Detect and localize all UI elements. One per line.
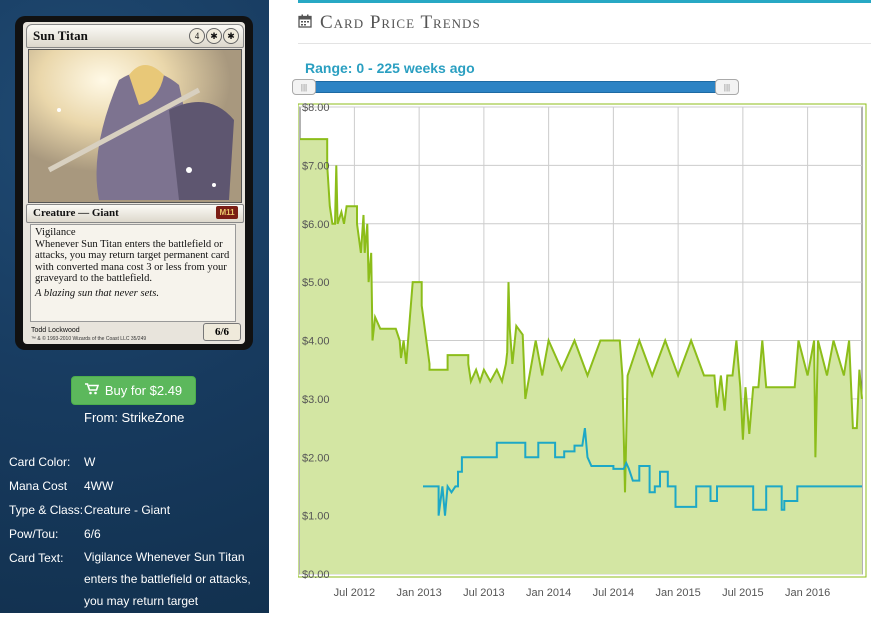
y-tick-label: $6.00 — [302, 219, 330, 231]
card-title-bar: Sun Titan 4 ✱ ✱ — [26, 24, 244, 48]
mana-symbol-generic: 4 — [189, 28, 205, 44]
info-key: Mana Cost — [9, 479, 68, 493]
info-key: Type & Class: — [9, 503, 84, 517]
x-tick-label: Jul 2015 — [722, 587, 764, 599]
y-tick-label: $2.00 — [302, 452, 330, 464]
card-sidebar: Sun Titan 4 ✱ ✱ — [0, 0, 269, 613]
info-row-color: Card Color: W — [9, 455, 264, 469]
price-line-blue — [423, 427, 862, 516]
calendar-icon — [298, 14, 312, 33]
card-image: Sun Titan 4 ✱ ✱ — [15, 16, 253, 350]
card-artwork — [28, 49, 242, 203]
x-tick-label: Jul 2012 — [334, 587, 376, 599]
range-slider-track[interactable] — [300, 81, 736, 93]
card-artist: Todd Lockwood — [31, 327, 80, 334]
y-tick-label: $7.00 — [302, 160, 330, 172]
y-tick-label: $8.00 — [302, 102, 330, 114]
info-key: Card Color: — [9, 455, 71, 469]
mana-symbol-white: ✱ — [206, 28, 222, 44]
buy-button[interactable]: Buy for $2.49 — [71, 376, 196, 405]
card-type-bar: Creature — Giant M11 — [26, 204, 244, 223]
y-tick-label: $4.00 — [302, 336, 330, 348]
card-copyright: ™ & © 1993-2010 Wizards of the Coast LLC… — [31, 336, 147, 342]
card-mana-cost: 4 ✱ ✱ — [189, 28, 239, 44]
range-slider-max-handle[interactable]: ||| — [715, 79, 739, 95]
y-tick-label: $3.00 — [302, 394, 330, 406]
x-tick-label: Jan 2016 — [785, 587, 830, 599]
card-name: Sun Titan — [33, 28, 88, 43]
info-row-mana-cost: Mana Cost 4WW — [9, 479, 264, 493]
card-flavor-text: A blazing sun that never sets. — [35, 287, 159, 299]
info-row-type: Type & Class: Creature - Giant — [9, 503, 264, 517]
series-area-fill — [300, 139, 862, 574]
card-type-line: Creature — Giant — [33, 207, 119, 219]
info-row-pow-tou: Pow/Tou: 6/6 — [9, 527, 264, 541]
buy-button-label: Buy for $2.49 — [104, 383, 183, 398]
info-value: W — [84, 455, 96, 469]
header-divider — [298, 43, 871, 44]
card-text-box: Vigilance Whenever Sun Titan enters the … — [30, 224, 236, 322]
price-chart: $0.00 $1.00 $2.00 $3.00 $4.00 $5.00 $6.00 $7.00… — [298, 102, 867, 599]
mana-symbol-white: ✱ — [223, 28, 239, 44]
y-tick-label: $1.00 — [302, 511, 330, 523]
x-tick-label: Jan 2014 — [526, 587, 571, 599]
card-frame: Sun Titan 4 ✱ ✱ — [23, 22, 245, 344]
card-keyword: Vigilance — [35, 227, 76, 238]
x-tick-label: Jul 2013 — [463, 587, 505, 599]
accent-bar — [298, 0, 871, 3]
info-row-card-text: Card Text: Vigilance Whenever Sun Titan … — [9, 550, 264, 612]
seller-label: From: StrikeZone — [84, 410, 185, 425]
y-tick-label: $0.00 — [302, 569, 330, 581]
info-value: Vigilance Whenever Sun Titan enters the … — [84, 550, 251, 608]
y-tick-label: $5.00 — [302, 277, 330, 289]
shopping-cart-icon — [84, 383, 99, 398]
info-key: Card Text: — [9, 551, 64, 565]
info-value: 6/6 — [84, 527, 101, 541]
x-tick-label: Jan 2015 — [655, 587, 700, 599]
x-tick-label: Jul 2014 — [593, 587, 635, 599]
x-tick-label: Jan 2013 — [397, 587, 442, 599]
section-header: Card Price Trends — [298, 12, 481, 34]
card-info-table: Card Color: W Mana Cost 4WW Type & Class… — [9, 455, 264, 622]
info-value: Creature - Giant — [84, 503, 171, 517]
range-slider-min-handle[interactable]: ||| — [292, 79, 316, 95]
range-label: Range: 0 - 225 weeks ago — [305, 60, 475, 76]
card-rules-text: Whenever Sun Titan enters the battlefiel… — [35, 238, 230, 285]
price-trends-panel: Card Price Trends Range: 0 - 225 weeks a… — [292, 0, 871, 613]
info-key: Pow/Tou: — [9, 527, 59, 541]
card-power-toughness: 6/6 — [203, 323, 241, 341]
price-line-green — [300, 138, 863, 493]
section-title: Card Price Trends — [320, 12, 481, 33]
info-value: 4WW — [84, 479, 114, 493]
set-symbol: M11 — [216, 206, 238, 219]
